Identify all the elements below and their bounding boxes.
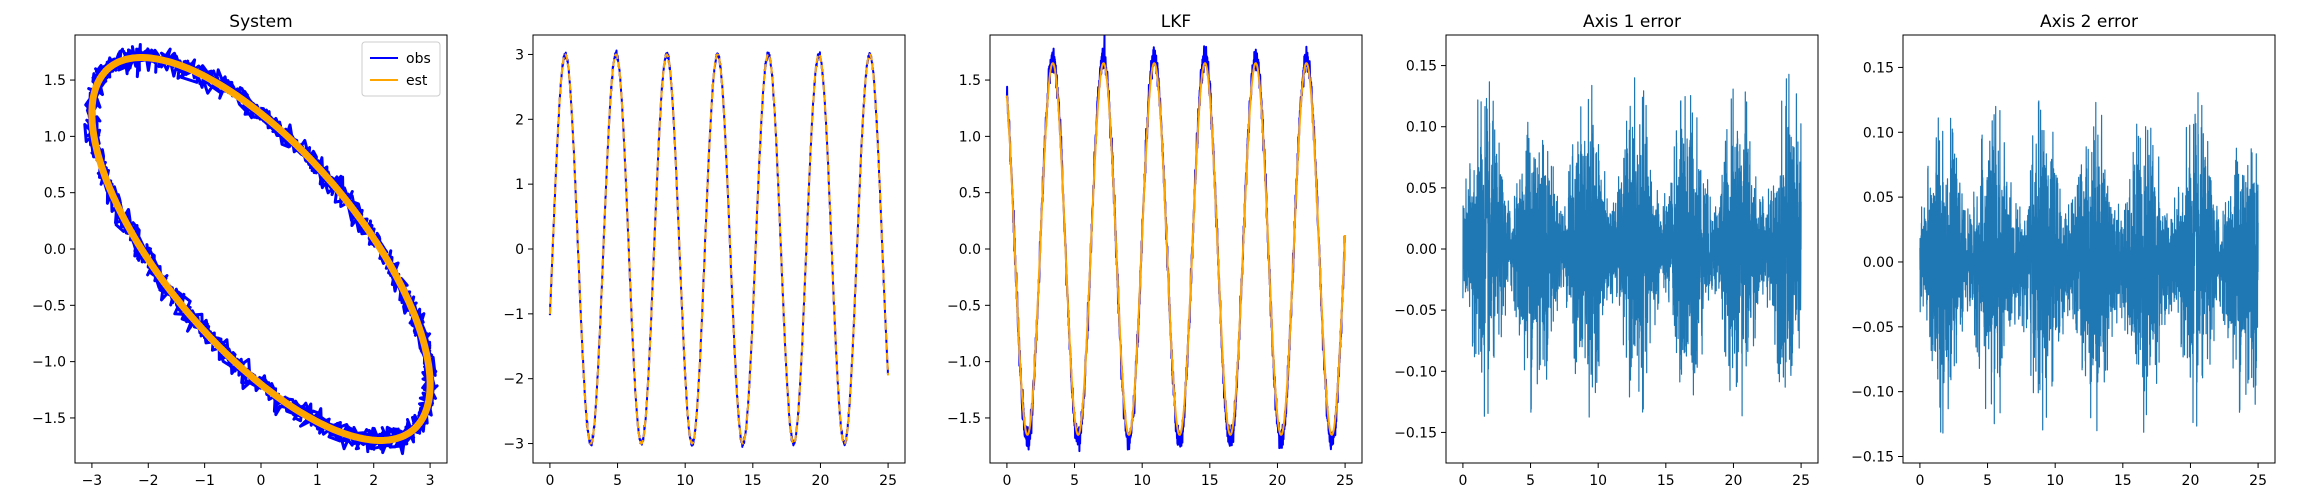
y-tick-label: −0.05: [1394, 303, 1437, 319]
x-tick-label: −3: [82, 473, 103, 489]
x-tick-label: 2: [369, 473, 378, 489]
x-tick-label: 20: [812, 473, 830, 489]
y-tick-label: 0.5: [959, 186, 981, 202]
x-tick-label: 20: [1725, 473, 1743, 489]
x-tick-label: 15: [2114, 473, 2132, 489]
x-tick-label: 20: [2182, 473, 2200, 489]
y-tick-label: 2: [515, 112, 524, 128]
y-tick-label: 0.5: [44, 186, 66, 202]
y-tick-label: 0.0: [959, 242, 981, 258]
x-tick-label: 0: [1915, 473, 1924, 489]
x-tick-label: 15: [1201, 473, 1219, 489]
y-tick-label: 1.0: [959, 129, 981, 145]
chart-panel-2: 0 5 10 15 20 25 −3 −2 −1 0 1 2 3: [503, 34, 906, 489]
y-tick-label: −0.10: [1394, 364, 1437, 380]
chart-panel-1: −3 −2 −1 0 1 2 3 −1.5 −1.0 −0.5 0.0 0.5 1.0 1.5 System…: [32, 12, 448, 489]
chart-panel-5: 0 5 10 15 20 25 −0.15 −0.10 −0.05 0.00 0.05 0.10 0.1…: [1851, 12, 2276, 489]
x-tick-label: 5: [1983, 473, 1992, 489]
chart-title: LKF: [1161, 12, 1191, 32]
x-tick-label: 0: [545, 473, 554, 489]
y-tick-label: 0.0: [44, 242, 66, 258]
legend-label: est: [406, 73, 428, 89]
y-tick-label: 0: [515, 242, 524, 258]
x-tick-label: 20: [1269, 473, 1287, 489]
y-tick-label: 0.15: [1406, 59, 1437, 75]
x-tick-label: 15: [1657, 473, 1675, 489]
plot-area: [548, 49, 890, 448]
y-tick-label: −1.0: [32, 355, 66, 371]
x-tick-label: 10: [676, 473, 694, 489]
x-tick-label: 10: [2046, 473, 2064, 489]
x-tick-label: 25: [1336, 473, 1354, 489]
x-tick-label: 15: [744, 473, 762, 489]
legend-label: obs: [406, 51, 431, 67]
x-tick-label: 3: [426, 473, 435, 489]
x-tick-label: 5: [1070, 473, 1079, 489]
y-tick-label: 0.00: [1406, 242, 1437, 258]
plot-area: [1462, 73, 1802, 418]
chart-title: Axis 2 error: [2040, 12, 2138, 32]
y-tick-label: −3: [503, 437, 524, 453]
y-tick-label: 1.5: [44, 73, 66, 89]
y-tick-label: 3: [515, 47, 524, 63]
y-tick-label: −1.5: [32, 411, 66, 427]
x-tick-label: 25: [879, 473, 897, 489]
y-tick-label: −0.05: [1851, 320, 1894, 336]
y-tick-label: 1: [515, 177, 524, 193]
legend: obs est: [361, 41, 441, 97]
x-tick-label: 5: [1526, 473, 1535, 489]
x-tick-label: 0: [1458, 473, 1467, 489]
x-tick-label: −1: [194, 473, 215, 489]
chart-title: Axis 1 error: [1583, 12, 1681, 32]
axes-frame: [989, 34, 1363, 464]
axes-frame: [74, 34, 448, 464]
axes-frame: [1902, 34, 2276, 464]
y-tick-label: −0.15: [1394, 425, 1437, 441]
x-tick-label: 10: [1133, 473, 1151, 489]
y-tick-label: 0.05: [1406, 181, 1437, 197]
y-tick-label: 1.0: [44, 129, 66, 145]
series-line-1: [1919, 92, 2259, 434]
chart-panel-4: 0 5 10 15 20 25 −0.15 −0.10 −0.05 0.00 0.05 0.10 0.1…: [1394, 12, 1819, 489]
y-tick-label: 0.00: [1863, 255, 1894, 271]
y-tick-label: 0.10: [1406, 120, 1437, 136]
y-tick-label: −1.5: [947, 411, 981, 427]
y-tick-label: −1.0: [947, 355, 981, 371]
plot-area: [1919, 92, 2259, 434]
chart-title: System: [229, 12, 292, 32]
x-tick-label: 0: [1002, 473, 1011, 489]
y-tick-label: −1: [503, 307, 524, 323]
legend-box: [361, 41, 441, 97]
chart-panel-3: 0 5 10 15 20 25 −1.5 −1.0 −0.5 0.0 0.5 1.0 1.5 LKF: [947, 12, 1363, 489]
y-tick-label: 0.15: [1863, 60, 1894, 76]
y-tick-label: −0.15: [1851, 450, 1894, 466]
x-tick-label: 1: [313, 473, 322, 489]
x-tick-label: 0: [257, 473, 266, 489]
y-tick-label: −2: [503, 372, 524, 388]
x-tick-label: 10: [1589, 473, 1607, 489]
x-tick-label: −2: [138, 473, 159, 489]
plot-area: [1005, 35, 1347, 453]
y-tick-label: 1.5: [959, 73, 981, 89]
x-tick-label: 5: [613, 473, 622, 489]
series-line-2: [88, 54, 434, 444]
y-tick-label: 0.05: [1863, 190, 1894, 206]
series-line-2: [548, 53, 890, 445]
plot-area: [83, 43, 439, 456]
y-tick-label: −0.5: [947, 298, 981, 314]
x-tick-label: 25: [2249, 473, 2267, 489]
y-tick-label: 0.10: [1863, 125, 1894, 141]
y-tick-label: −0.10: [1851, 385, 1894, 401]
x-tick-label: 25: [1792, 473, 1810, 489]
series-line-2: [1005, 62, 1347, 436]
series-line-1: [1462, 73, 1802, 418]
y-tick-label: −0.5: [32, 298, 66, 314]
